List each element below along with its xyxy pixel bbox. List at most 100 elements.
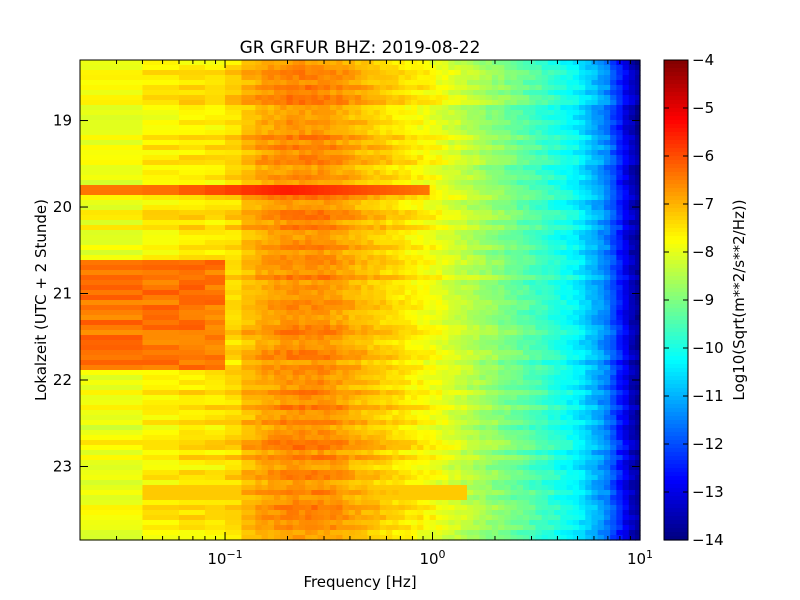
heatmap-cell bbox=[361, 225, 368, 231]
heatmap-cell bbox=[466, 75, 474, 81]
heatmap-cell bbox=[298, 60, 306, 66]
heatmap-cell bbox=[597, 210, 605, 216]
heatmap-cell bbox=[473, 355, 481, 361]
heatmap-cell bbox=[547, 75, 555, 81]
heatmap-cell bbox=[292, 420, 300, 426]
heatmap-cell bbox=[179, 365, 206, 371]
heatmap-cell bbox=[529, 95, 537, 101]
heatmap-cell bbox=[311, 70, 319, 76]
heatmap-cell bbox=[547, 255, 555, 261]
heatmap-cell bbox=[616, 95, 624, 101]
heatmap-cell bbox=[635, 350, 641, 356]
heatmap-cell bbox=[635, 250, 641, 256]
heatmap-cell bbox=[616, 225, 624, 231]
heatmap-cell bbox=[342, 360, 350, 366]
heatmap-cell bbox=[479, 230, 487, 236]
heatmap-cell bbox=[635, 65, 641, 71]
heatmap-cell bbox=[448, 285, 456, 291]
heatmap-cell bbox=[610, 195, 617, 201]
heatmap-cell bbox=[423, 65, 431, 71]
heatmap-cell bbox=[473, 215, 481, 221]
heatmap-cell bbox=[423, 400, 431, 406]
heatmap-cell bbox=[473, 310, 481, 316]
heatmap-cell bbox=[274, 240, 281, 246]
heatmap-cell bbox=[498, 300, 505, 306]
heatmap-cell bbox=[354, 225, 362, 231]
heatmap-cell bbox=[298, 210, 306, 216]
heatmap-cell bbox=[204, 245, 226, 251]
heatmap-cell bbox=[560, 65, 568, 71]
heatmap-cell bbox=[361, 365, 368, 371]
heatmap-cell bbox=[510, 410, 518, 416]
heatmap-cell bbox=[361, 90, 368, 96]
heatmap-cell bbox=[255, 60, 263, 66]
heatmap-cell bbox=[373, 155, 381, 161]
heatmap-cell bbox=[622, 415, 630, 421]
heatmap-cell bbox=[179, 270, 206, 276]
heatmap-cell bbox=[354, 100, 362, 106]
heatmap-cell bbox=[311, 75, 319, 81]
heatmap-cell bbox=[579, 190, 586, 196]
heatmap-cell bbox=[404, 300, 412, 306]
heatmap-cell bbox=[398, 260, 406, 266]
heatmap-cell bbox=[498, 360, 505, 366]
heatmap-cell bbox=[261, 420, 269, 426]
heatmap-cell bbox=[386, 70, 393, 76]
heatmap-cell bbox=[392, 250, 400, 256]
heatmap-cell bbox=[241, 100, 256, 106]
heatmap-cell bbox=[255, 120, 263, 126]
heatmap-cell bbox=[628, 155, 636, 161]
heatmap-cell bbox=[547, 195, 555, 201]
heatmap-cell bbox=[317, 220, 325, 226]
heatmap-cell bbox=[485, 110, 493, 116]
heatmap-cell bbox=[572, 150, 580, 156]
heatmap-cell bbox=[454, 375, 462, 381]
heatmap-cell bbox=[80, 370, 144, 376]
heatmap-cell bbox=[361, 140, 368, 146]
heatmap-cell bbox=[622, 75, 630, 81]
heatmap-cell bbox=[535, 385, 543, 391]
heatmap-cell bbox=[336, 245, 344, 251]
heatmap-cell bbox=[460, 185, 468, 191]
heatmap-cell bbox=[448, 60, 456, 66]
heatmap-cell bbox=[491, 245, 499, 251]
heatmap-cell bbox=[317, 125, 325, 131]
heatmap-cell bbox=[454, 190, 462, 196]
heatmap-cell bbox=[423, 405, 431, 411]
heatmap-cell bbox=[255, 255, 263, 261]
heatmap-cell bbox=[628, 400, 636, 406]
heatmap-cell bbox=[179, 210, 206, 216]
heatmap-cell bbox=[560, 310, 568, 316]
heatmap-cell bbox=[523, 60, 530, 66]
heatmap-cell bbox=[225, 145, 243, 151]
heatmap-cell bbox=[460, 160, 468, 166]
heatmap-cell bbox=[479, 420, 487, 426]
heatmap-cell bbox=[286, 140, 294, 146]
heatmap-cell bbox=[491, 80, 499, 86]
heatmap-cell bbox=[348, 225, 356, 231]
heatmap-cell bbox=[435, 280, 443, 286]
heatmap-cell bbox=[286, 70, 294, 76]
heatmap-cell bbox=[635, 355, 641, 361]
heatmap-cell bbox=[442, 120, 449, 126]
heatmap-cell bbox=[292, 220, 300, 226]
heatmap-cell bbox=[179, 250, 206, 256]
heatmap-cell bbox=[373, 335, 381, 341]
heatmap-cell bbox=[454, 95, 462, 101]
heatmap-cell bbox=[274, 305, 281, 311]
heatmap-cell bbox=[585, 105, 593, 111]
heatmap-cell bbox=[80, 415, 144, 421]
heatmap-cell bbox=[386, 265, 393, 271]
heatmap-cell bbox=[473, 60, 481, 66]
heatmap-cell bbox=[225, 255, 243, 261]
heatmap-cell bbox=[323, 420, 331, 426]
heatmap-cell bbox=[454, 330, 462, 336]
heatmap-cell bbox=[80, 425, 144, 431]
heatmap-cell bbox=[317, 330, 325, 336]
heatmap-cell bbox=[298, 245, 306, 251]
heatmap-cell bbox=[386, 220, 393, 226]
heatmap-cell bbox=[435, 355, 443, 361]
heatmap-cell bbox=[361, 215, 368, 221]
heatmap-cell bbox=[204, 410, 226, 416]
heatmap-cell bbox=[504, 140, 512, 146]
